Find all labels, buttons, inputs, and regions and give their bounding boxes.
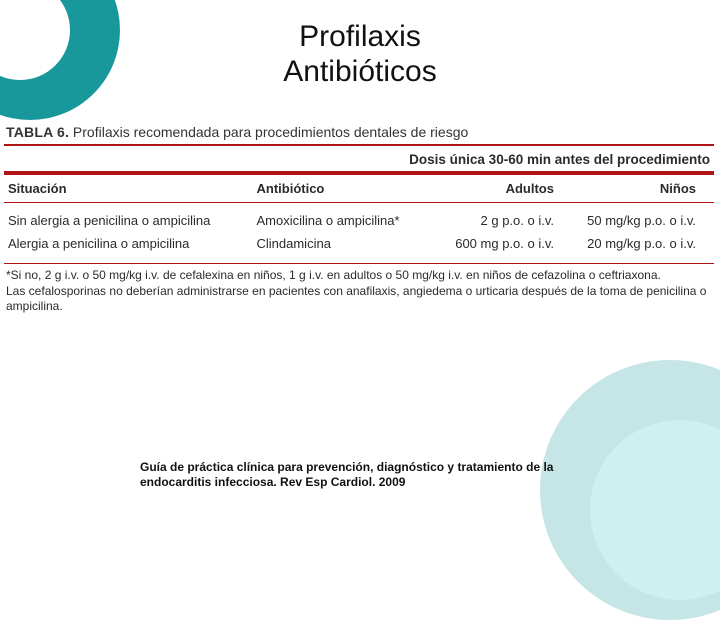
col-header-adultos: Adultos xyxy=(444,175,572,203)
table-header-row: Situación Antibiótico Adultos Niños xyxy=(4,175,714,203)
slide-title: Profilaxis Antibióticos xyxy=(160,20,560,89)
table-row: Sin alergia a penicilina o ampicilina Am… xyxy=(4,203,714,233)
table-caption: TABLA 6. Profilaxis recomendada para pro… xyxy=(4,124,714,146)
cell-situacion: Alergia a penicilina o ampicilina xyxy=(4,232,253,255)
col-header-situacion: Situación xyxy=(4,175,253,203)
slide-title-text: Profilaxis Antibióticos xyxy=(283,20,436,88)
col-header-antibiotico: Antibiótico xyxy=(253,175,445,203)
citation-text: Guía de práctica clínica para prevención… xyxy=(140,460,600,490)
table-dose-header: Dosis única 30-60 min antes del procedim… xyxy=(4,146,714,175)
cell-ninos: 50 mg/kg p.o. o i.v. xyxy=(572,203,714,233)
cell-adultos: 2 g p.o. o i.v. xyxy=(444,203,572,233)
col-header-ninos: Niños xyxy=(572,175,714,203)
table-container: TABLA 6. Profilaxis recomendada para pro… xyxy=(0,124,720,315)
table-footnotes: *Si no, 2 g i.v. o 50 mg/kg i.v. de cefa… xyxy=(4,263,714,315)
cell-adultos: 600 mg p.o. o i.v. xyxy=(444,232,572,255)
table-caption-text: Profilaxis recomendada para procedimient… xyxy=(69,124,468,140)
footnote-1: *Si no, 2 g i.v. o 50 mg/kg i.v. de cefa… xyxy=(6,268,712,284)
prophylaxis-table: Situación Antibiótico Adultos Niños Sin … xyxy=(4,175,714,255)
footnote-2: Las cefalosporinas no deberían administr… xyxy=(6,284,712,315)
table-row: Alergia a penicilina o ampicilina Clinda… xyxy=(4,232,714,255)
cell-situacion: Sin alergia a penicilina o ampicilina xyxy=(4,203,253,233)
cell-ninos: 20 mg/kg p.o. o i.v. xyxy=(572,232,714,255)
cell-antibiotico: Amoxicilina o ampicilina* xyxy=(253,203,445,233)
table-caption-label: TABLA 6. xyxy=(6,124,69,140)
cell-antibiotico: Clindamicina xyxy=(253,232,445,255)
